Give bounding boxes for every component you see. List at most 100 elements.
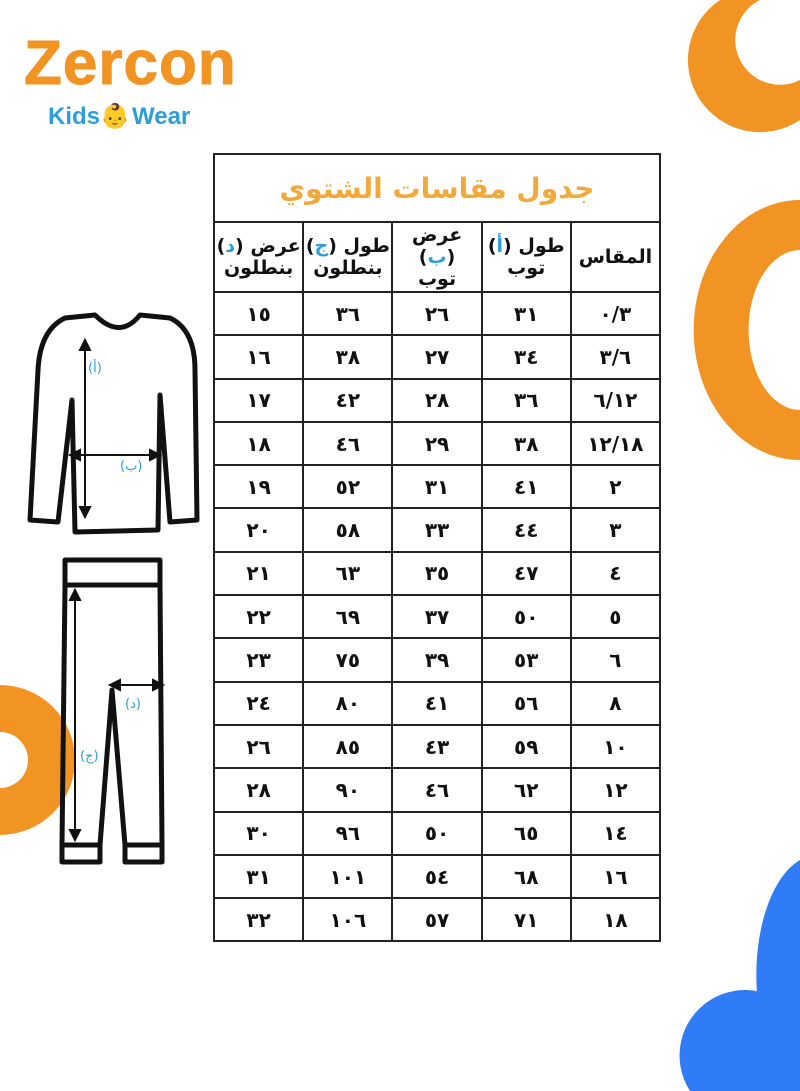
table-row: ١٠ ٥٩ ٤٣ ٨٥ ٢٦ (212, 723, 662, 770)
table-cell: ٢٨ (391, 377, 483, 423)
column-header: طول (أ) توب (480, 221, 572, 293)
table-cell: ٤ (569, 550, 662, 597)
column-header: عرض (ب) توب (391, 221, 483, 293)
table-title: جدول مقاسات الشتوي (213, 153, 661, 223)
header-row: المقاس طول (أ) توب عرض (ب) توب طول (ج) بنطلون ع… (212, 221, 662, 293)
table-cell: ٠/٣ (569, 290, 662, 337)
table-row: ٤ ٤٧ ٣٥ ٦٣ ٢١ (212, 550, 662, 597)
table-cell: ٨٠ (302, 680, 394, 726)
header-letter: ب (427, 246, 447, 268)
table-cell: ٥٢ (302, 464, 394, 510)
table-cell: ٥٤ (391, 853, 483, 900)
column-header: المقاس (569, 221, 662, 293)
table-cell: ٢٦ (212, 723, 305, 770)
table-cell: ٥٧ (391, 897, 483, 943)
baby-icon: 👶 (100, 103, 130, 130)
table-row: ٢ ٤١ ٣١ ٥٢ ١٩ (212, 464, 662, 510)
header-label: عرض (411, 224, 463, 246)
table-cell: ١٦ (569, 853, 662, 900)
header-letter: د (225, 235, 236, 257)
table-cell: ١٤ (569, 810, 662, 856)
table-cell: ٥٩ (480, 723, 572, 770)
table-cell: ٩٦ (302, 810, 394, 856)
orange-arc-right (693, 200, 800, 460)
header-sub: بنطلون (223, 257, 294, 279)
brand-tagline: Kids👶Wear (48, 102, 190, 131)
table-row: ٨ ٥٦ ٤١ ٨٠ ٢٤ (212, 680, 662, 726)
table-row: ١٢ ٦٢ ٤٦ ٩٠ ٢٨ (212, 767, 662, 813)
table-cell: ٢ (569, 464, 662, 510)
header-label: عرض (250, 235, 301, 257)
brand-name: Zercon (24, 29, 237, 99)
table-cell: ٤٧ (480, 550, 572, 597)
table-row: ٣ ٤٤ ٣٣ ٥٨ ٢٠ (212, 507, 662, 553)
table-cell: ٨ (569, 680, 662, 726)
table-cell: ٢٣ (212, 637, 305, 683)
table-cell: ٣٥ (391, 550, 483, 597)
table-cell: ٨٥ (302, 723, 394, 770)
table-cell: ٣٠ (212, 810, 305, 856)
label-d: (د) (125, 697, 141, 712)
header-label: طول (343, 235, 390, 257)
table-cell: ٤١ (480, 464, 572, 510)
tagline-wear: Wear (132, 103, 191, 130)
header-label: المقاس (578, 246, 653, 268)
table-cell: ٧٥ (302, 637, 394, 683)
table-row: ٦/١٢ ٣٦ ٢٨ ٤٢ ١٧ (212, 377, 662, 423)
table-cell: ٥ (569, 594, 662, 640)
table-row: ١٢/١٨ ٣٨ ٢٩ ٤٦ ١٨ (212, 420, 662, 467)
table-cell: ٦٥ (480, 810, 572, 856)
table-cell: ١٨ (212, 420, 305, 467)
table-cell: ٣٢ (212, 897, 305, 943)
table-cell: ٢٩ (391, 420, 483, 467)
table-cell: ٦/١٢ (569, 377, 662, 423)
label-a: (أ) (88, 359, 102, 376)
orange-arc-top-right (687, 0, 800, 133)
table-cell: ٢١ (212, 550, 305, 597)
table-cell: ٢٧ (391, 334, 483, 380)
table-cell: ٣ (569, 507, 662, 553)
table-cell: ١٠ (569, 723, 662, 770)
table-cell: ٣٨ (302, 334, 394, 380)
table-cell: ٦٣ (302, 550, 394, 597)
table-cell: ٥٨ (302, 507, 394, 553)
table-cell: ٣١ (212, 853, 305, 900)
table-cell: ٥٠ (480, 594, 572, 640)
table-cell: ٩٠ (302, 767, 394, 813)
table-row: ١٦ ٦٨ ٥٤ ١٠١ ٣١ (212, 853, 662, 900)
table-cell: ١٦ (212, 334, 305, 380)
size-chart-table: جدول مقاسات الشتوي المقاس طول (أ) توب عرض (… (212, 153, 662, 943)
label-b: (ب) (120, 459, 142, 474)
header-sub: بنطلون (313, 257, 383, 279)
table-cell: ١٠٦ (302, 897, 394, 943)
header-letter: أ (496, 235, 504, 257)
table-cell: ١٢/١٨ (569, 420, 662, 467)
table-row: ٥ ٥٠ ٣٧ ٦٩ ٢٢ (212, 594, 662, 640)
table-cell: ٣/٦ (569, 334, 662, 380)
table-cell: ١٧ (212, 377, 305, 423)
table-cell: ٢٠ (212, 507, 305, 553)
table-row: ١٤ ٦٥ ٥٠ ٩٦ ٣٠ (212, 810, 662, 856)
table-cell: ١٩ (212, 464, 305, 510)
header-sub: توب (507, 257, 546, 279)
header-sub: توب (417, 268, 457, 290)
tagline-kids: Kids (48, 103, 101, 130)
table-cell: ٤٣ (391, 723, 483, 770)
table-cell: ٤٦ (391, 767, 483, 813)
table-cell: ٤٢ (302, 377, 394, 423)
pants-diagram (59, 557, 165, 865)
top-diagram (27, 312, 200, 535)
table-cell: ٧١ (480, 897, 572, 943)
table-cell: ٥٦ (480, 680, 572, 726)
table-cell: ٥٠ (391, 810, 483, 856)
table-cell: ٣١ (480, 290, 572, 337)
orange-ring-left (0, 685, 75, 835)
table-cell: ٣٤ (480, 334, 572, 380)
table-cell: ١٨ (569, 897, 662, 943)
table-cell: ١٥ (212, 290, 305, 337)
table-cell: ٣٦ (302, 290, 394, 337)
table-row: ٦ ٥٣ ٣٩ ٧٥ ٢٣ (212, 637, 662, 683)
brand-logo: Zercon Kids👶Wear (18, 28, 237, 138)
column-header: عرض (د) بنطلون (212, 221, 305, 293)
table-cell: ٥٣ (480, 637, 572, 683)
